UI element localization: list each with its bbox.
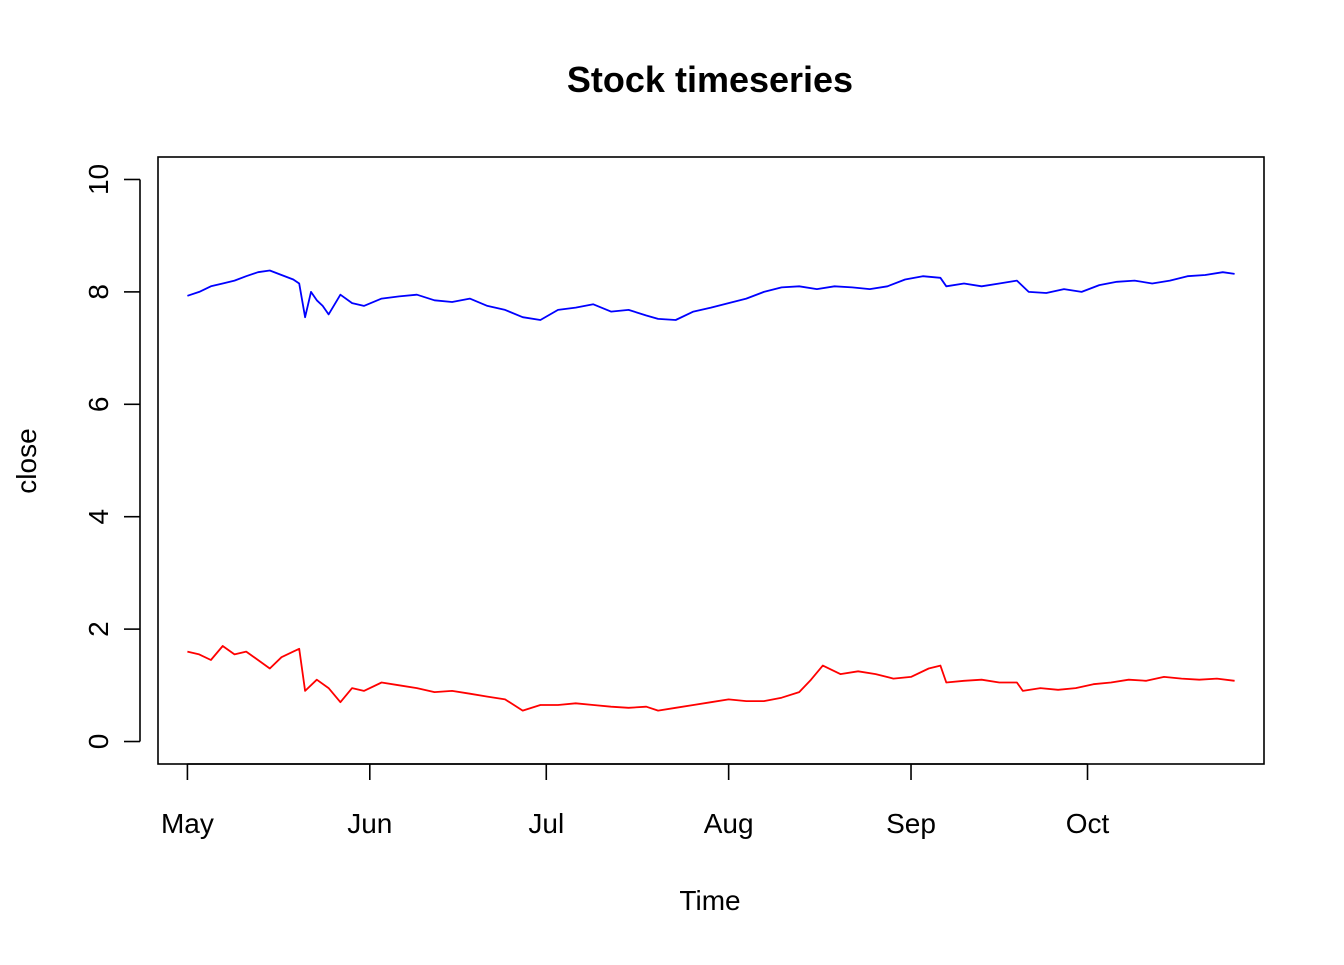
x-axis-label: Time (679, 885, 740, 916)
x-tick-label: Aug (704, 808, 754, 839)
x-tick-label: Jun (347, 808, 392, 839)
series-layer (187, 269, 1235, 712)
plot-frame (157, 156, 1265, 765)
y-tick-label: 0 (83, 734, 114, 750)
x-tick-label: Jul (528, 808, 564, 839)
y-axis: 0 2 4 6 8 10 (83, 164, 141, 750)
y-tick-label: 10 (83, 164, 114, 195)
x-tick-label: Oct (1066, 808, 1110, 839)
y-tick-label: 2 (83, 621, 114, 637)
series-line-1 (187, 269, 1235, 321)
y-axis-label: close (11, 428, 42, 493)
y-tick-label: 4 (83, 509, 114, 525)
x-tick-label: May (161, 808, 214, 839)
y-tick-label: 8 (83, 284, 114, 300)
x-axis: May Jun Jul Aug Sep Oct (161, 763, 1110, 839)
chart-title: Stock timeseries (567, 59, 853, 100)
x-tick-label: Sep (886, 808, 936, 839)
series-line-2 (187, 645, 1235, 712)
y-tick-label: 6 (83, 397, 114, 413)
